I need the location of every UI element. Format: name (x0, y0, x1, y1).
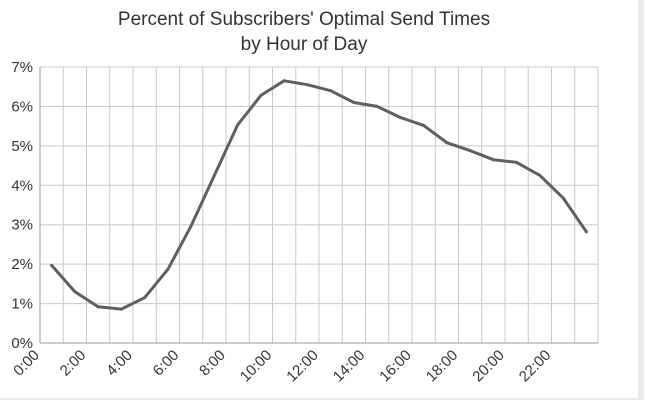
data-point (282, 79, 286, 83)
y-tick-label: 4% (11, 177, 33, 194)
x-tick-label: 4:00 (103, 347, 136, 380)
data-point (329, 89, 333, 93)
y-tick-label: 1% (11, 296, 33, 313)
y-tick-label: 6% (11, 98, 33, 115)
data-point (305, 83, 309, 87)
data-point (422, 123, 426, 127)
data-point (491, 158, 495, 162)
y-tick-label: 5% (11, 138, 33, 155)
x-tick-label: 22:00 (516, 347, 555, 386)
x-tick-label: 2:00 (57, 347, 90, 380)
x-tick-label: 16:00 (376, 347, 415, 386)
y-axis-ticks: 0% 1% 2% 3% 4% 5% 6% 7% (11, 59, 33, 352)
data-point (538, 173, 542, 177)
data-point (259, 93, 263, 97)
y-tick-label: 3% (11, 217, 33, 234)
gridlines (39, 66, 599, 344)
x-tick-label: 14:00 (330, 347, 369, 386)
x-axis-ticks: 0:00 2:00 4:00 6:00 8:00 10:00 12:00 14:00 16:00… (10, 347, 554, 386)
data-point (50, 263, 54, 267)
series-line (50, 79, 588, 311)
chart-subtitle: by Hour of Day (241, 34, 368, 55)
data-point (73, 290, 77, 294)
data-point (515, 160, 519, 164)
data-point (584, 230, 588, 234)
data-point (119, 307, 123, 311)
x-tick-label: 8:00 (196, 347, 229, 380)
data-point (212, 173, 216, 177)
data-point (445, 141, 449, 145)
data-point (375, 104, 379, 108)
chart-title: Percent of Subscribers' Optimal Send Tim… (118, 9, 490, 30)
data-point (143, 296, 147, 300)
data-point (561, 196, 565, 200)
y-tick-label: 0% (11, 335, 33, 352)
x-tick-label: 20:00 (469, 347, 508, 386)
data-point (166, 267, 170, 271)
x-tick-label: 18:00 (423, 347, 462, 386)
data-point (468, 149, 472, 153)
data-point (398, 115, 402, 119)
data-point (96, 305, 100, 309)
y-tick-label: 2% (11, 256, 33, 273)
y-tick-label: 7% (11, 59, 33, 76)
x-tick-label: 12:00 (283, 347, 322, 386)
x-tick-label: 10:00 (237, 347, 276, 386)
x-tick-label: 6:00 (150, 347, 183, 380)
data-point (352, 100, 356, 104)
data-point (189, 224, 193, 228)
data-point (236, 123, 240, 127)
series-layer (50, 79, 588, 311)
